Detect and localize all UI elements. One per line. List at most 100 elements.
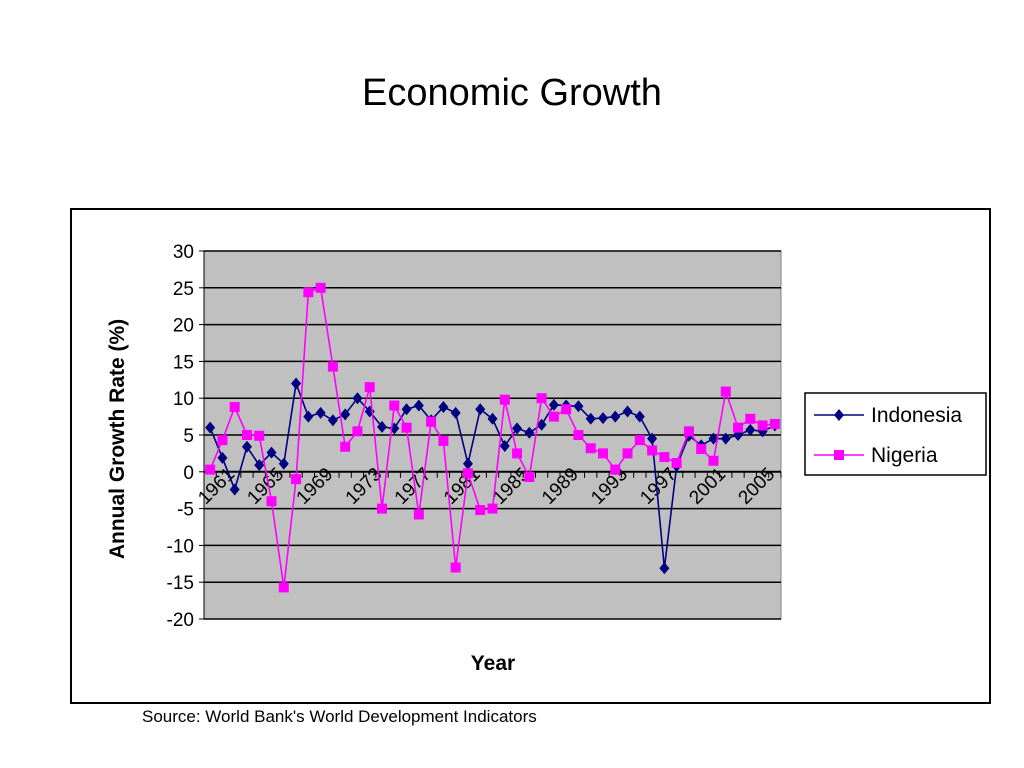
data-point	[303, 287, 314, 298]
data-point	[487, 503, 498, 514]
data-point	[438, 401, 449, 414]
data-point	[413, 509, 424, 520]
data-point	[364, 382, 375, 393]
data-point	[413, 399, 424, 412]
data-point	[769, 418, 780, 429]
data-point	[745, 413, 756, 424]
data-point	[291, 474, 302, 485]
y-axis-label: Annual Growth Rate (%)	[106, 319, 129, 559]
data-point	[462, 468, 473, 479]
data-point	[291, 377, 302, 390]
data-point	[217, 451, 228, 464]
data-point	[548, 398, 559, 411]
data-point	[352, 392, 363, 405]
legend: Indonesia Nigeria	[804, 392, 987, 476]
x-axis-label: Year	[471, 652, 515, 675]
legend-marker	[834, 450, 844, 460]
data-point	[561, 404, 572, 415]
data-point	[254, 430, 265, 441]
data-point	[671, 457, 682, 468]
y-tick-label: -5	[177, 500, 194, 521]
y-tick-label: 30	[173, 242, 194, 263]
data-point	[205, 464, 216, 475]
data-point	[573, 430, 584, 440]
legend-marker	[834, 409, 844, 421]
data-point	[462, 457, 473, 470]
data-point	[377, 503, 388, 514]
data-point	[683, 426, 694, 437]
data-point	[487, 412, 498, 425]
data-point	[475, 403, 486, 416]
data-point	[401, 403, 412, 416]
data-point	[720, 432, 731, 445]
data-point	[585, 412, 596, 425]
data-point	[217, 435, 228, 446]
data-point	[278, 457, 289, 470]
source-note: Source: World Bank's World Development I…	[142, 707, 537, 726]
series-nigeria	[205, 282, 780, 593]
data-point	[524, 426, 535, 439]
data-point	[548, 411, 559, 422]
legend-label: Nigeria	[871, 444, 938, 467]
data-point	[254, 459, 265, 472]
data-point	[401, 422, 412, 433]
data-point	[512, 422, 523, 435]
data-point	[315, 282, 326, 293]
y-tick-label: -20	[167, 610, 194, 631]
data-point	[438, 435, 449, 446]
data-point	[524, 471, 535, 482]
data-point	[377, 420, 388, 433]
y-tick-label: -15	[167, 573, 194, 594]
y-tick-label: 0	[183, 463, 194, 484]
series-layer	[205, 282, 780, 593]
data-point	[573, 400, 584, 413]
y-tick-label: -10	[167, 536, 194, 557]
data-point	[634, 410, 645, 423]
y-tick-label: 15	[173, 352, 194, 373]
data-point	[696, 443, 707, 454]
data-point	[610, 410, 621, 423]
y-tick-label: 10	[173, 389, 194, 410]
data-point	[450, 562, 461, 573]
data-point	[647, 432, 658, 445]
legend-box	[804, 392, 987, 476]
data-point	[340, 408, 351, 421]
series-indonesia	[205, 377, 780, 575]
data-point	[585, 443, 596, 454]
data-point	[266, 496, 277, 507]
data-point	[389, 400, 400, 411]
data-point	[303, 410, 314, 423]
data-point	[327, 361, 338, 372]
data-point	[352, 426, 363, 437]
data-point	[745, 423, 756, 436]
data-point	[229, 483, 240, 496]
data-point	[340, 441, 351, 452]
data-point	[205, 421, 216, 434]
data-point	[229, 402, 240, 413]
data-point	[499, 440, 510, 453]
data-point	[266, 446, 277, 459]
data-point	[757, 420, 768, 431]
data-point	[278, 582, 289, 593]
data-point	[733, 422, 744, 433]
slide-title: Economic Growth	[362, 72, 662, 114]
data-point	[327, 414, 338, 427]
y-tick-label: 5	[183, 426, 194, 447]
data-point	[622, 448, 633, 459]
data-point	[720, 386, 731, 397]
chart-frame: 30 25 20 15 10 5 0 -5 -10 -15 -20 1961 1965 1969 1973…	[70, 208, 991, 704]
data-point	[597, 448, 608, 459]
y-axis: 30 25 20 15 10 5 0 -5 -10 -15 -20	[167, 242, 205, 631]
data-point	[659, 452, 670, 463]
data-point	[610, 464, 621, 475]
data-point	[597, 412, 608, 425]
data-point	[241, 430, 252, 440]
data-point	[512, 448, 523, 459]
y-tick-label: 25	[173, 279, 194, 300]
data-point	[315, 406, 326, 419]
legend-label: Indonesia	[871, 404, 962, 427]
data-point	[659, 562, 670, 575]
y-tick-label: 20	[173, 316, 194, 337]
data-point	[499, 394, 510, 405]
